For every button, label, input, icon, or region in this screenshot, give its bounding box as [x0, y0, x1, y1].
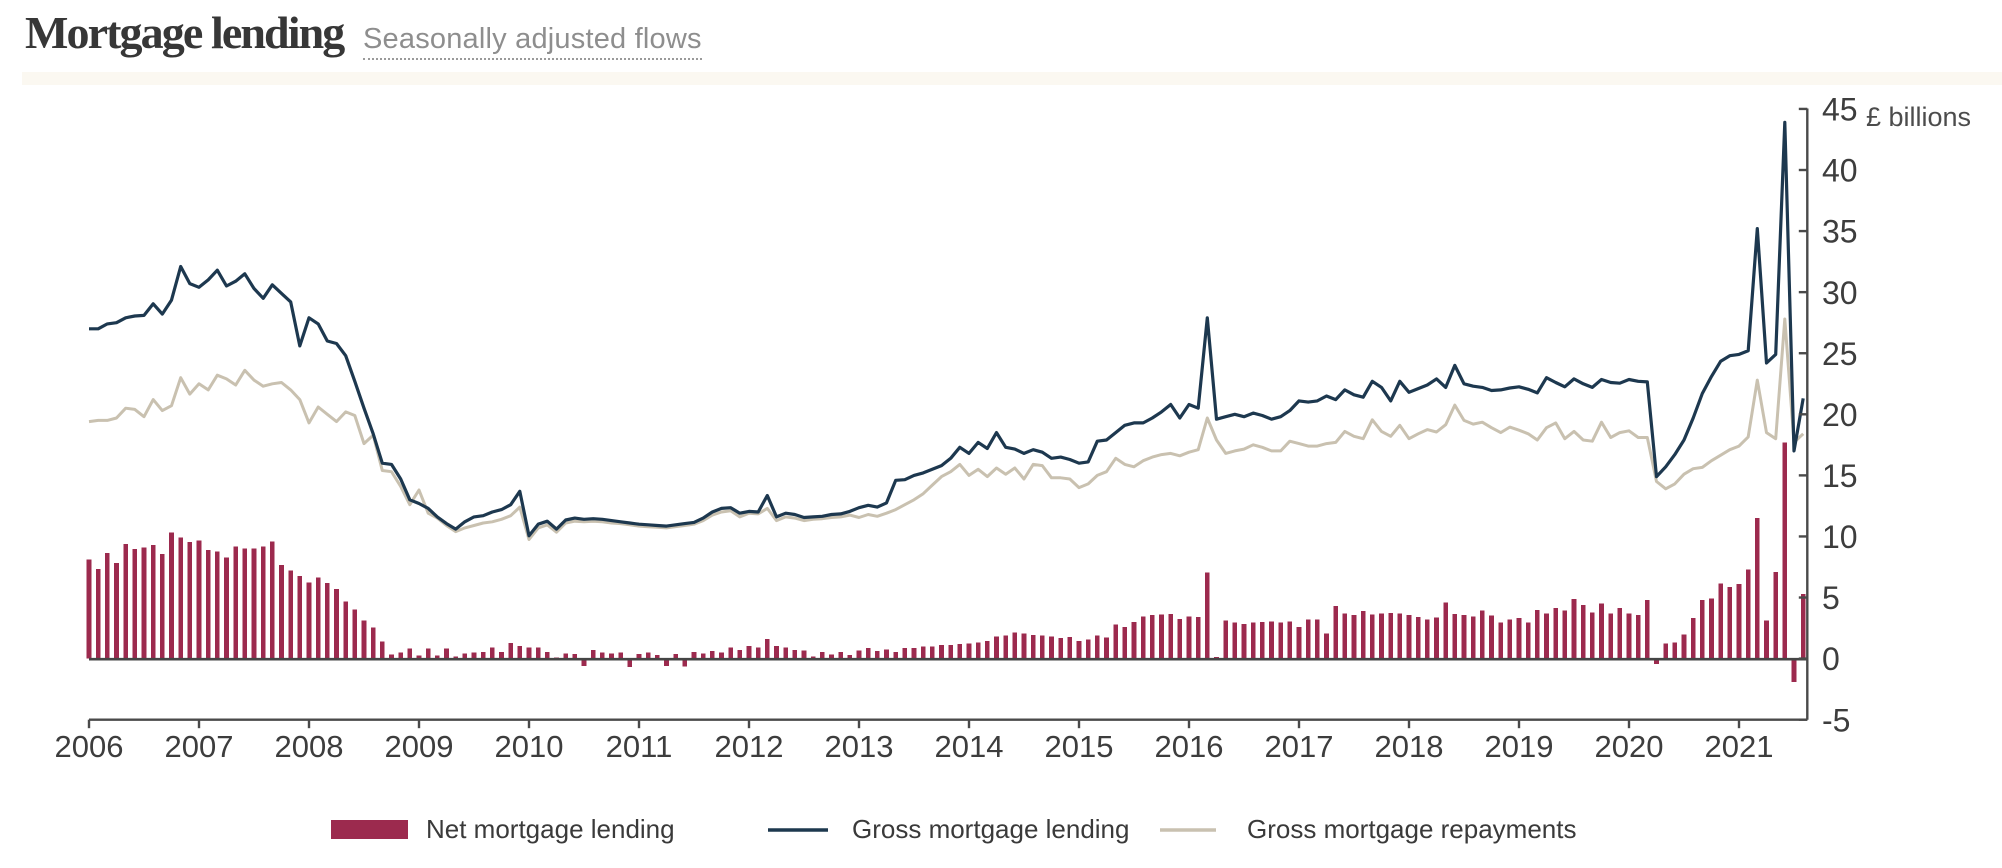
svg-text:2018: 2018 [1375, 729, 1444, 764]
svg-text:15: 15 [1822, 458, 1858, 494]
svg-text:2012: 2012 [715, 729, 784, 764]
svg-text:5: 5 [1822, 580, 1840, 616]
svg-text:10: 10 [1822, 519, 1858, 555]
svg-text:30: 30 [1822, 275, 1858, 311]
svg-text:20: 20 [1822, 397, 1858, 433]
svg-text:2019: 2019 [1485, 729, 1554, 764]
svg-text:2015: 2015 [1045, 729, 1114, 764]
svg-text:2014: 2014 [935, 729, 1004, 764]
svg-text:2009: 2009 [385, 729, 454, 764]
svg-text:0: 0 [1822, 641, 1840, 677]
svg-text:45: 45 [1822, 92, 1858, 128]
svg-text:Gross mortgage repayments: Gross mortgage repayments [1247, 814, 1576, 844]
svg-text:2011: 2011 [606, 729, 673, 764]
svg-text:2016: 2016 [1155, 729, 1224, 764]
svg-text:2010: 2010 [495, 729, 564, 764]
svg-text:Gross mortgage lending: Gross mortgage lending [852, 814, 1129, 844]
svg-text:2017: 2017 [1265, 729, 1334, 764]
svg-text:2008: 2008 [275, 729, 344, 764]
svg-text:2013: 2013 [825, 729, 894, 764]
svg-text:2007: 2007 [165, 729, 234, 764]
svg-text:Net mortgage lending: Net mortgage lending [426, 814, 675, 844]
svg-text:2020: 2020 [1595, 729, 1664, 764]
svg-text:-5: -5 [1822, 702, 1850, 738]
svg-text:35: 35 [1822, 214, 1858, 250]
svg-text:£ billions: £ billions [1866, 102, 1971, 132]
svg-text:40: 40 [1822, 153, 1858, 189]
svg-text:2021: 2021 [1705, 729, 1774, 764]
svg-text:25: 25 [1822, 336, 1858, 372]
svg-text:2006: 2006 [55, 729, 124, 764]
